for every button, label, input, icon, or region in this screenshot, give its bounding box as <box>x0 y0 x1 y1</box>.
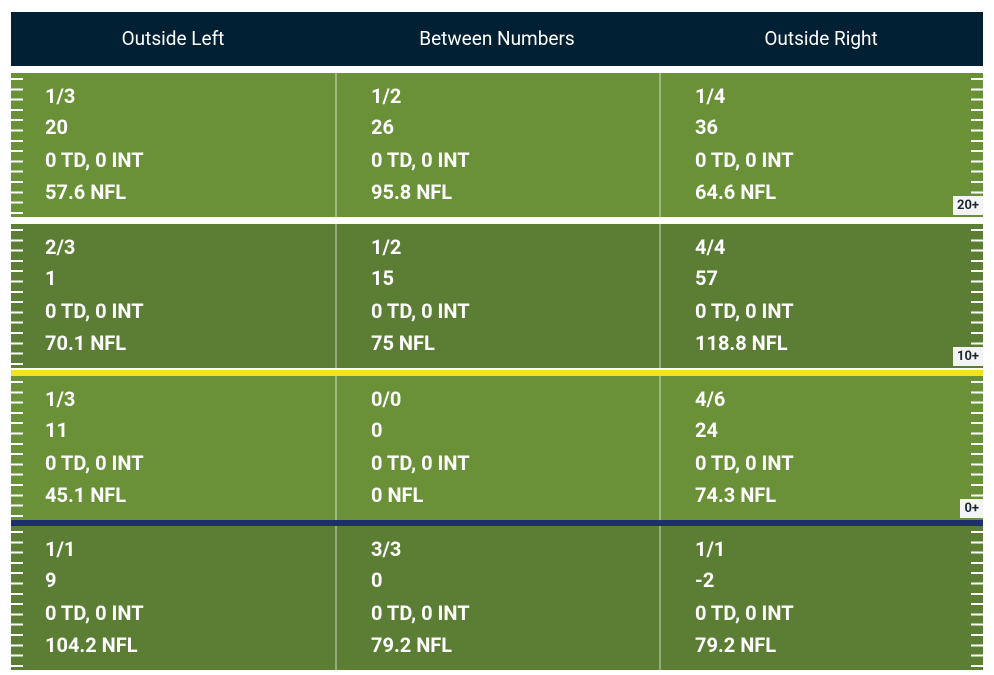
stat-line: 4/4 <box>695 235 726 259</box>
stat-line: 79.2 NFL <box>695 633 777 657</box>
zone-cell: 2/3 1 0 TD, 0 INT 70.1 NFL <box>11 224 335 368</box>
stat-line: 70.1 NFL <box>45 331 127 355</box>
zone-cell: 0/0 0 0 TD, 0 INT 0 NFL <box>335 376 659 520</box>
stat-line: 0 NFL <box>371 483 424 507</box>
stat-line: 24 <box>695 418 718 442</box>
header: Outside Left Between Numbers Outside Right <box>11 12 983 66</box>
stat-line: 0 TD, 0 INT <box>45 299 144 323</box>
stat-line: 0 TD, 0 INT <box>371 299 470 323</box>
hash-marks <box>11 526 23 670</box>
stat-line: 9 <box>45 568 57 592</box>
stat-line: 36 <box>695 115 718 139</box>
stat-line: 95.8 NFL <box>371 180 453 204</box>
hash-marks <box>971 224 983 368</box>
zone-divider <box>11 217 983 224</box>
stat-line: 3/3 <box>371 537 402 561</box>
zone-row: 1/1 9 0 TD, 0 INT 104.2 NFL 3/3 0 0 TD, 0 INT 7… <box>11 526 983 670</box>
stat-line: 2/3 <box>45 235 76 259</box>
zone-cell: 4/6 24 0 TD, 0 INT 74.3 NFL <box>659 376 983 520</box>
stat-line: 74.3 NFL <box>695 483 777 507</box>
zone-label: 10+ <box>952 347 983 366</box>
stat-line: 1/1 <box>695 537 726 561</box>
stat-line: 0 TD, 0 INT <box>695 451 794 475</box>
zone-cell: 1/3 11 0 TD, 0 INT 45.1 NFL <box>11 376 335 520</box>
stat-line: 1/2 <box>371 235 402 259</box>
zone-divider <box>11 520 983 526</box>
zone-row: 1/3 20 0 TD, 0 INT 57.6 NFL 1/2 26 0 TD, 0 INT… <box>11 73 983 217</box>
stat-line: 0 TD, 0 INT <box>371 601 470 625</box>
stat-line: 0 TD, 0 INT <box>45 148 144 172</box>
hash-marks <box>971 73 983 217</box>
stat-line: 1/2 <box>371 84 402 108</box>
column-header: Outside Right <box>764 27 878 50</box>
column-header: Outside Left <box>121 27 225 50</box>
stat-line: 1/4 <box>695 84 726 108</box>
stat-line: 75 NFL <box>371 331 435 355</box>
stat-line: 104.2 NFL <box>45 633 138 657</box>
stat-line: 0 TD, 0 INT <box>371 148 470 172</box>
stat-line: 1/1 <box>45 537 76 561</box>
stat-line: 0 TD, 0 INT <box>45 601 144 625</box>
hash-marks <box>11 224 23 368</box>
stat-line: 1/3 <box>45 84 76 108</box>
stat-line: 4/6 <box>695 387 726 411</box>
zone-cell: 1/1 9 0 TD, 0 INT 104.2 NFL <box>11 526 335 670</box>
hash-marks <box>11 376 23 520</box>
stat-line: 79.2 NFL <box>371 633 453 657</box>
stat-line: 1 <box>45 266 57 290</box>
column-header: Between Numbers <box>419 27 575 50</box>
zone-divider <box>11 370 983 376</box>
stat-line: 0 TD, 0 INT <box>45 451 144 475</box>
hash-marks <box>11 73 23 217</box>
zone-cell: 1/2 15 0 TD, 0 INT 75 NFL <box>335 224 659 368</box>
stat-line: 1/3 <box>45 387 76 411</box>
zone-cell: 3/3 0 0 TD, 0 INT 79.2 NFL <box>335 526 659 670</box>
zone-label: 20+ <box>952 196 983 215</box>
zone-label: 0+ <box>960 499 983 518</box>
stat-line: 0 <box>371 568 383 592</box>
zone-cell: 1/4 36 0 TD, 0 INT 64.6 NFL <box>659 73 983 217</box>
stat-line: 11 <box>45 418 68 442</box>
stat-line: 26 <box>371 115 394 139</box>
hash-marks <box>971 376 983 520</box>
stat-line: 0 TD, 0 INT <box>695 299 794 323</box>
stat-line: 0 TD, 0 INT <box>695 148 794 172</box>
zone-cell: 1/1 -2 0 TD, 0 INT 79.2 NFL <box>659 526 983 670</box>
zone-row: 2/3 1 0 TD, 0 INT 70.1 NFL 1/2 15 0 TD, 0 INT 7… <box>11 224 983 368</box>
stat-line: 45.1 NFL <box>45 483 127 507</box>
stat-line: 0 TD, 0 INT <box>695 601 794 625</box>
stat-line: 0 TD, 0 INT <box>371 451 470 475</box>
zone-cell: 4/4 57 0 TD, 0 INT 118.8 NFL <box>659 224 983 368</box>
stat-line: 20 <box>45 115 68 139</box>
stat-line: 64.6 NFL <box>695 180 777 204</box>
hash-marks <box>971 526 983 670</box>
stat-line: 57 <box>695 266 718 290</box>
zone-cell: 1/3 20 0 TD, 0 INT 57.6 NFL <box>11 73 335 217</box>
zone-row: 1/3 11 0 TD, 0 INT 45.1 NFL 0/0 0 0 TD, 0 INT 0… <box>11 376 983 520</box>
zone-cell: 1/2 26 0 TD, 0 INT 95.8 NFL <box>335 73 659 217</box>
stat-line: 57.6 NFL <box>45 180 127 204</box>
stat-line: -2 <box>695 568 715 592</box>
stat-line: 0/0 <box>371 387 402 411</box>
stat-line: 0 <box>371 418 383 442</box>
stat-line: 118.8 NFL <box>695 331 788 355</box>
stat-line: 15 <box>371 266 394 290</box>
